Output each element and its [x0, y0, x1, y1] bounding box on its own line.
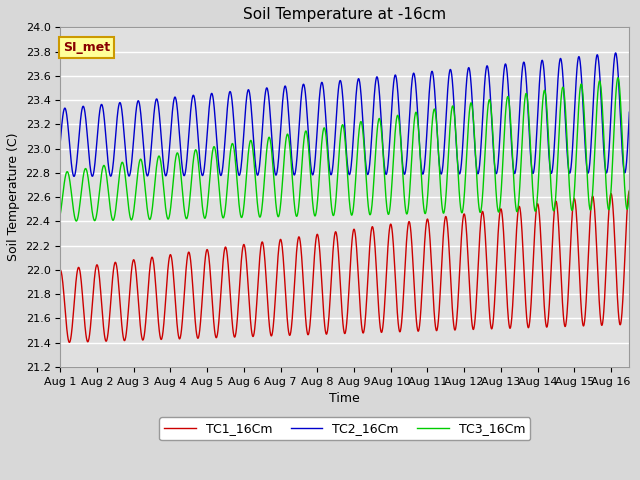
TC3_16Cm: [609, 152, 617, 158]
TC1_16Cm: [86, 332, 93, 338]
TC3_16Cm: [318, 135, 326, 141]
TC2_16Cm: [333, 100, 341, 106]
TC1_16Cm: [65, 339, 73, 345]
TC2_16Cm: [70, 173, 77, 179]
Line: TC1_16Cm: TC1_16Cm: [60, 191, 629, 342]
TC1_16Cm: [333, 237, 341, 242]
TC3_16Cm: [614, 75, 622, 81]
TC2_16Cm: [609, 70, 617, 76]
TC3_16Cm: [505, 96, 513, 102]
TC3_16Cm: [56, 212, 64, 217]
TC1_16Cm: [609, 207, 617, 213]
TC2_16Cm: [86, 158, 93, 164]
TC1_16Cm: [56, 267, 64, 273]
TC2_16Cm: [612, 50, 620, 56]
Title: Soil Temperature at -16cm: Soil Temperature at -16cm: [243, 7, 446, 22]
TC2_16Cm: [56, 140, 64, 145]
TC2_16Cm: [318, 80, 326, 85]
TC1_16Cm: [505, 319, 513, 324]
TC3_16Cm: [333, 179, 341, 184]
TC1_16Cm: [625, 188, 633, 194]
X-axis label: Time: Time: [330, 392, 360, 405]
TC2_16Cm: [609, 75, 617, 81]
Line: TC2_16Cm: TC2_16Cm: [60, 53, 629, 176]
Legend: TC1_16Cm, TC2_16Cm, TC3_16Cm: TC1_16Cm, TC2_16Cm, TC3_16Cm: [159, 418, 530, 440]
TC3_16Cm: [609, 146, 617, 152]
TC3_16Cm: [86, 186, 93, 192]
TC3_16Cm: [625, 188, 633, 193]
Y-axis label: Soil Temperature (C): Soil Temperature (C): [7, 133, 20, 262]
TC1_16Cm: [609, 203, 617, 209]
TC2_16Cm: [505, 91, 513, 96]
TC2_16Cm: [625, 109, 633, 115]
TC1_16Cm: [318, 287, 326, 292]
Text: SI_met: SI_met: [63, 41, 110, 54]
Line: TC3_16Cm: TC3_16Cm: [60, 78, 629, 221]
TC3_16Cm: [72, 218, 80, 224]
